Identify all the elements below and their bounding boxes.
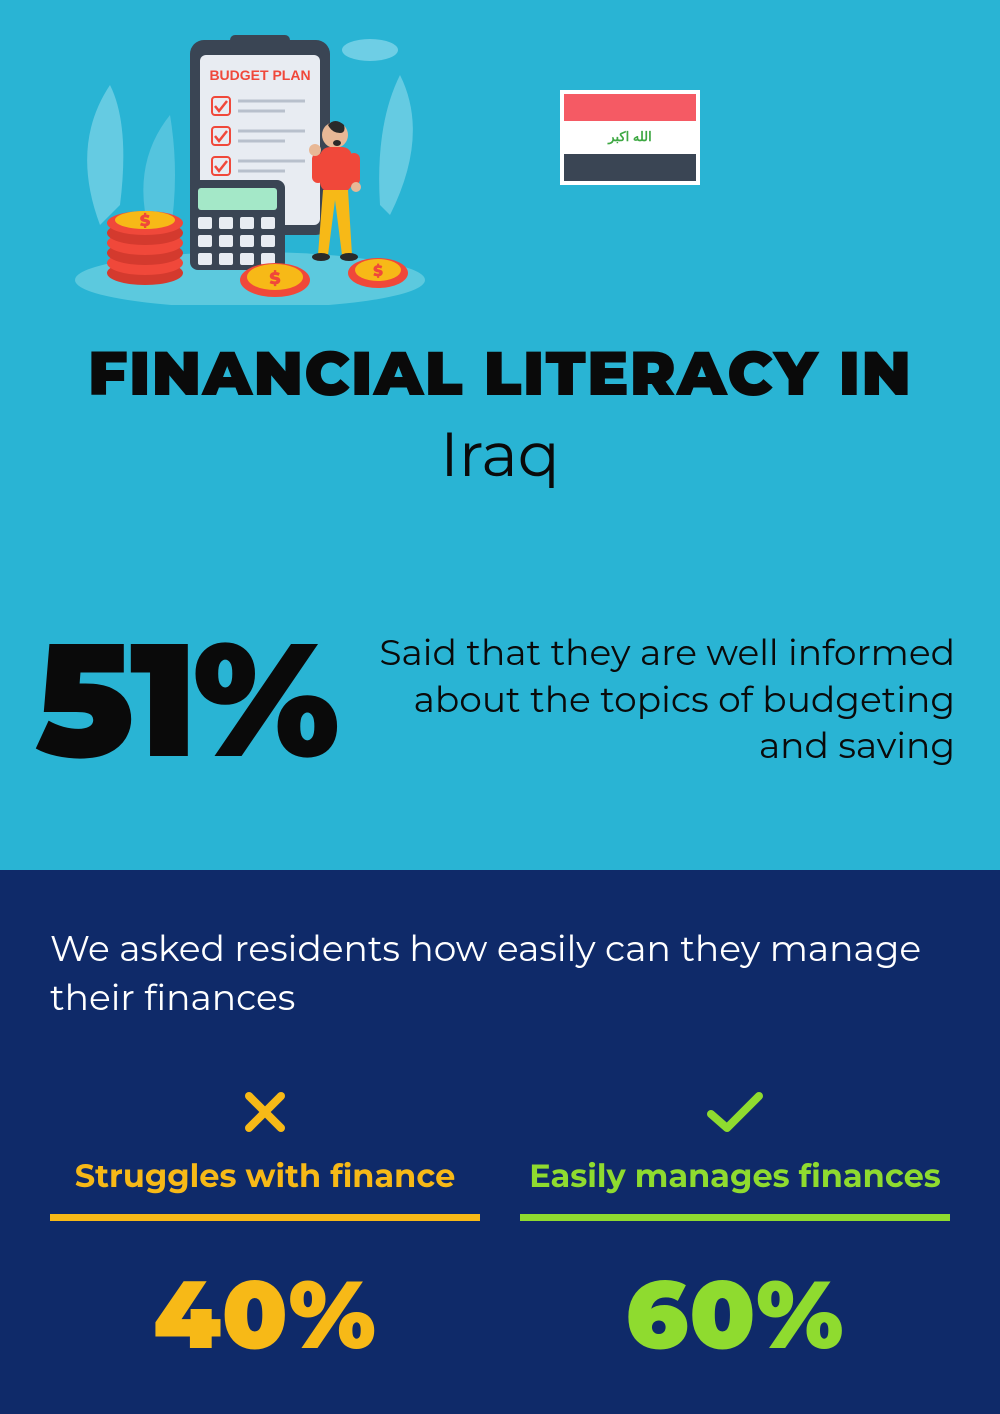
title-line1: FINANCIAL LITERACY IN bbox=[0, 335, 1000, 411]
flag-stripe-white: الله اكبر bbox=[564, 121, 696, 154]
svg-text:$: $ bbox=[140, 212, 151, 231]
headline-stat: 51% Said that they are well informed abo… bbox=[35, 620, 955, 780]
headline-description: Said that they are well informed about t… bbox=[376, 630, 955, 770]
iraq-flag: الله اكبر bbox=[560, 90, 700, 185]
flag-stripe-black bbox=[564, 154, 696, 181]
bottom-section: We asked residents how easily can they m… bbox=[0, 870, 1000, 1414]
manages-label: Easily manages finances bbox=[520, 1157, 950, 1214]
struggles-rule bbox=[50, 1214, 480, 1221]
svg-text:$: $ bbox=[373, 261, 383, 280]
top-section: BUDGET PLAN bbox=[0, 0, 1000, 870]
flag-takbir-text: الله اكبر bbox=[608, 129, 651, 145]
budget-illustration: BUDGET PLAN bbox=[60, 25, 440, 305]
struggles-label: Struggles with finance bbox=[50, 1157, 480, 1214]
title-block: FINANCIAL LITERACY IN Iraq bbox=[0, 335, 1000, 492]
manages-percent: 60% bbox=[520, 1256, 950, 1372]
headline-percent: 51% bbox=[35, 620, 336, 780]
manages-column: Easily manages finances 60% bbox=[520, 1082, 950, 1372]
struggles-column: Struggles with finance 40% bbox=[50, 1082, 480, 1372]
title-line2: Iraq bbox=[0, 416, 1000, 492]
survey-question: We asked residents how easily can they m… bbox=[50, 925, 950, 1022]
flag-stripe-red bbox=[564, 94, 696, 121]
check-icon bbox=[520, 1082, 950, 1142]
struggles-percent: 40% bbox=[50, 1256, 480, 1372]
svg-text:BUDGET PLAN: BUDGET PLAN bbox=[209, 67, 310, 83]
manages-rule bbox=[520, 1214, 950, 1221]
svg-text:$: $ bbox=[269, 269, 280, 289]
cross-icon bbox=[50, 1082, 480, 1142]
comparison-row: Struggles with finance 40% Easily manage… bbox=[50, 1082, 950, 1372]
